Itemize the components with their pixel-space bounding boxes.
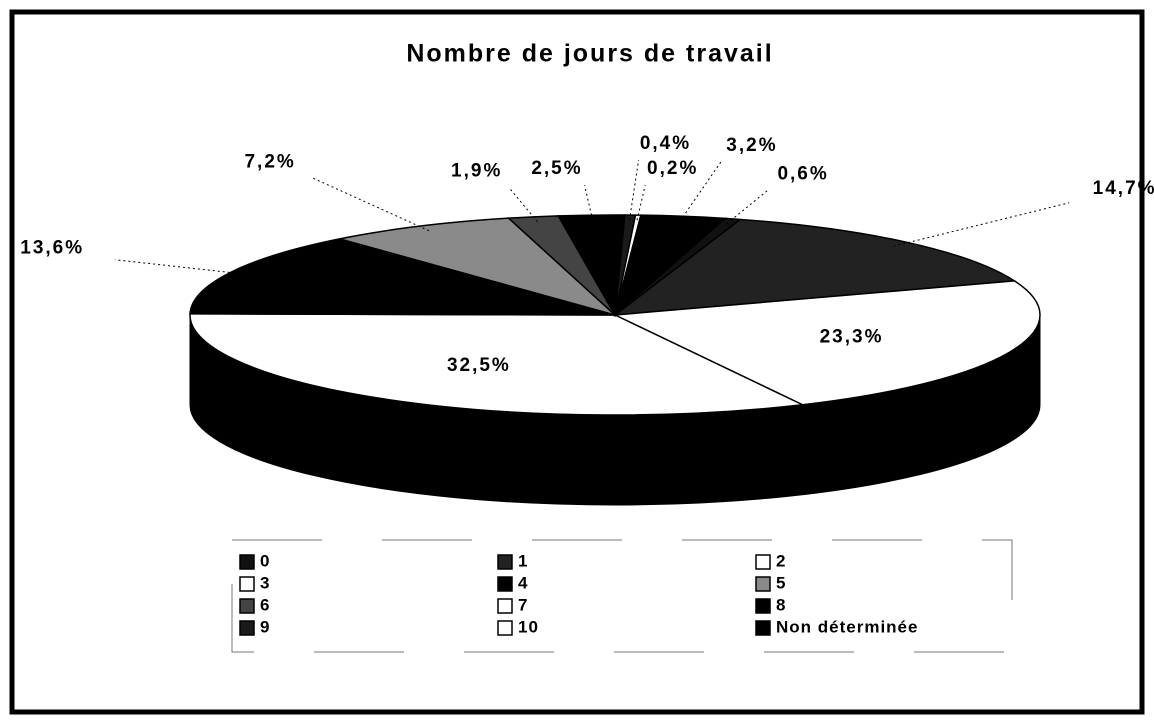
legend-swatch	[239, 620, 255, 636]
legend-label: 1	[518, 551, 528, 570]
data-label: 1,9%	[451, 161, 502, 182]
pie-slice	[189, 238, 616, 316]
data-label: 14,7%	[1093, 178, 1154, 199]
data-label: 0,6%	[777, 163, 828, 184]
leader-line	[636, 185, 646, 221]
legend-swatch	[239, 598, 255, 614]
leader-line	[311, 176, 430, 232]
data-label: 3,2%	[726, 135, 777, 156]
chart-title: Nombre de jours de travail	[406, 40, 773, 68]
legend-swatch	[239, 554, 255, 570]
leader-line	[628, 160, 640, 221]
legend-swatch	[497, 620, 513, 636]
legend-swatch	[755, 554, 771, 570]
legend-swatch	[239, 576, 255, 592]
data-label: 23,3%	[820, 326, 884, 347]
legend-swatch	[497, 598, 513, 614]
data-label: 13,6%	[20, 237, 84, 258]
legend-label: 7	[518, 595, 528, 614]
legend-label: 9	[260, 617, 270, 636]
pie-slice	[189, 313, 806, 416]
legend-label: 4	[518, 573, 528, 592]
leader-line	[726, 189, 769, 225]
pie-slice	[612, 280, 1041, 406]
data-label: 32,5%	[447, 355, 511, 376]
legend-label: 2	[776, 551, 786, 570]
data-label: 7,2%	[244, 151, 295, 172]
legend-label: 8	[776, 595, 786, 614]
legend: 0 1 2 3 4 5 6 7 8 9 10 Non déterminée	[239, 551, 918, 636]
data-label: 2,5%	[531, 158, 582, 179]
legend-label: 0	[260, 551, 270, 570]
legend-swatch	[755, 620, 771, 636]
legend-label: 10	[518, 617, 539, 636]
legend-label: 5	[776, 573, 786, 592]
pie: 0,6% 14,7% 23,3% 32,5% 13,6% 7,2% 1,9% 2,5% 0,4%…	[20, 133, 1154, 506]
legend-swatch	[497, 576, 513, 592]
leader-line	[893, 202, 1070, 247]
legend-frame	[231, 539, 1013, 653]
legend-swatch	[755, 576, 771, 592]
leader-line	[584, 185, 594, 221]
data-label: 0,4%	[640, 133, 691, 154]
legend-label: 6	[260, 595, 270, 614]
leader-line	[679, 161, 722, 222]
legend-swatch	[497, 554, 513, 570]
legend-label: 3	[260, 573, 270, 592]
legend-label: Non déterminée	[776, 617, 918, 636]
legend-swatch	[755, 598, 771, 614]
data-label: 0,2%	[647, 158, 698, 179]
